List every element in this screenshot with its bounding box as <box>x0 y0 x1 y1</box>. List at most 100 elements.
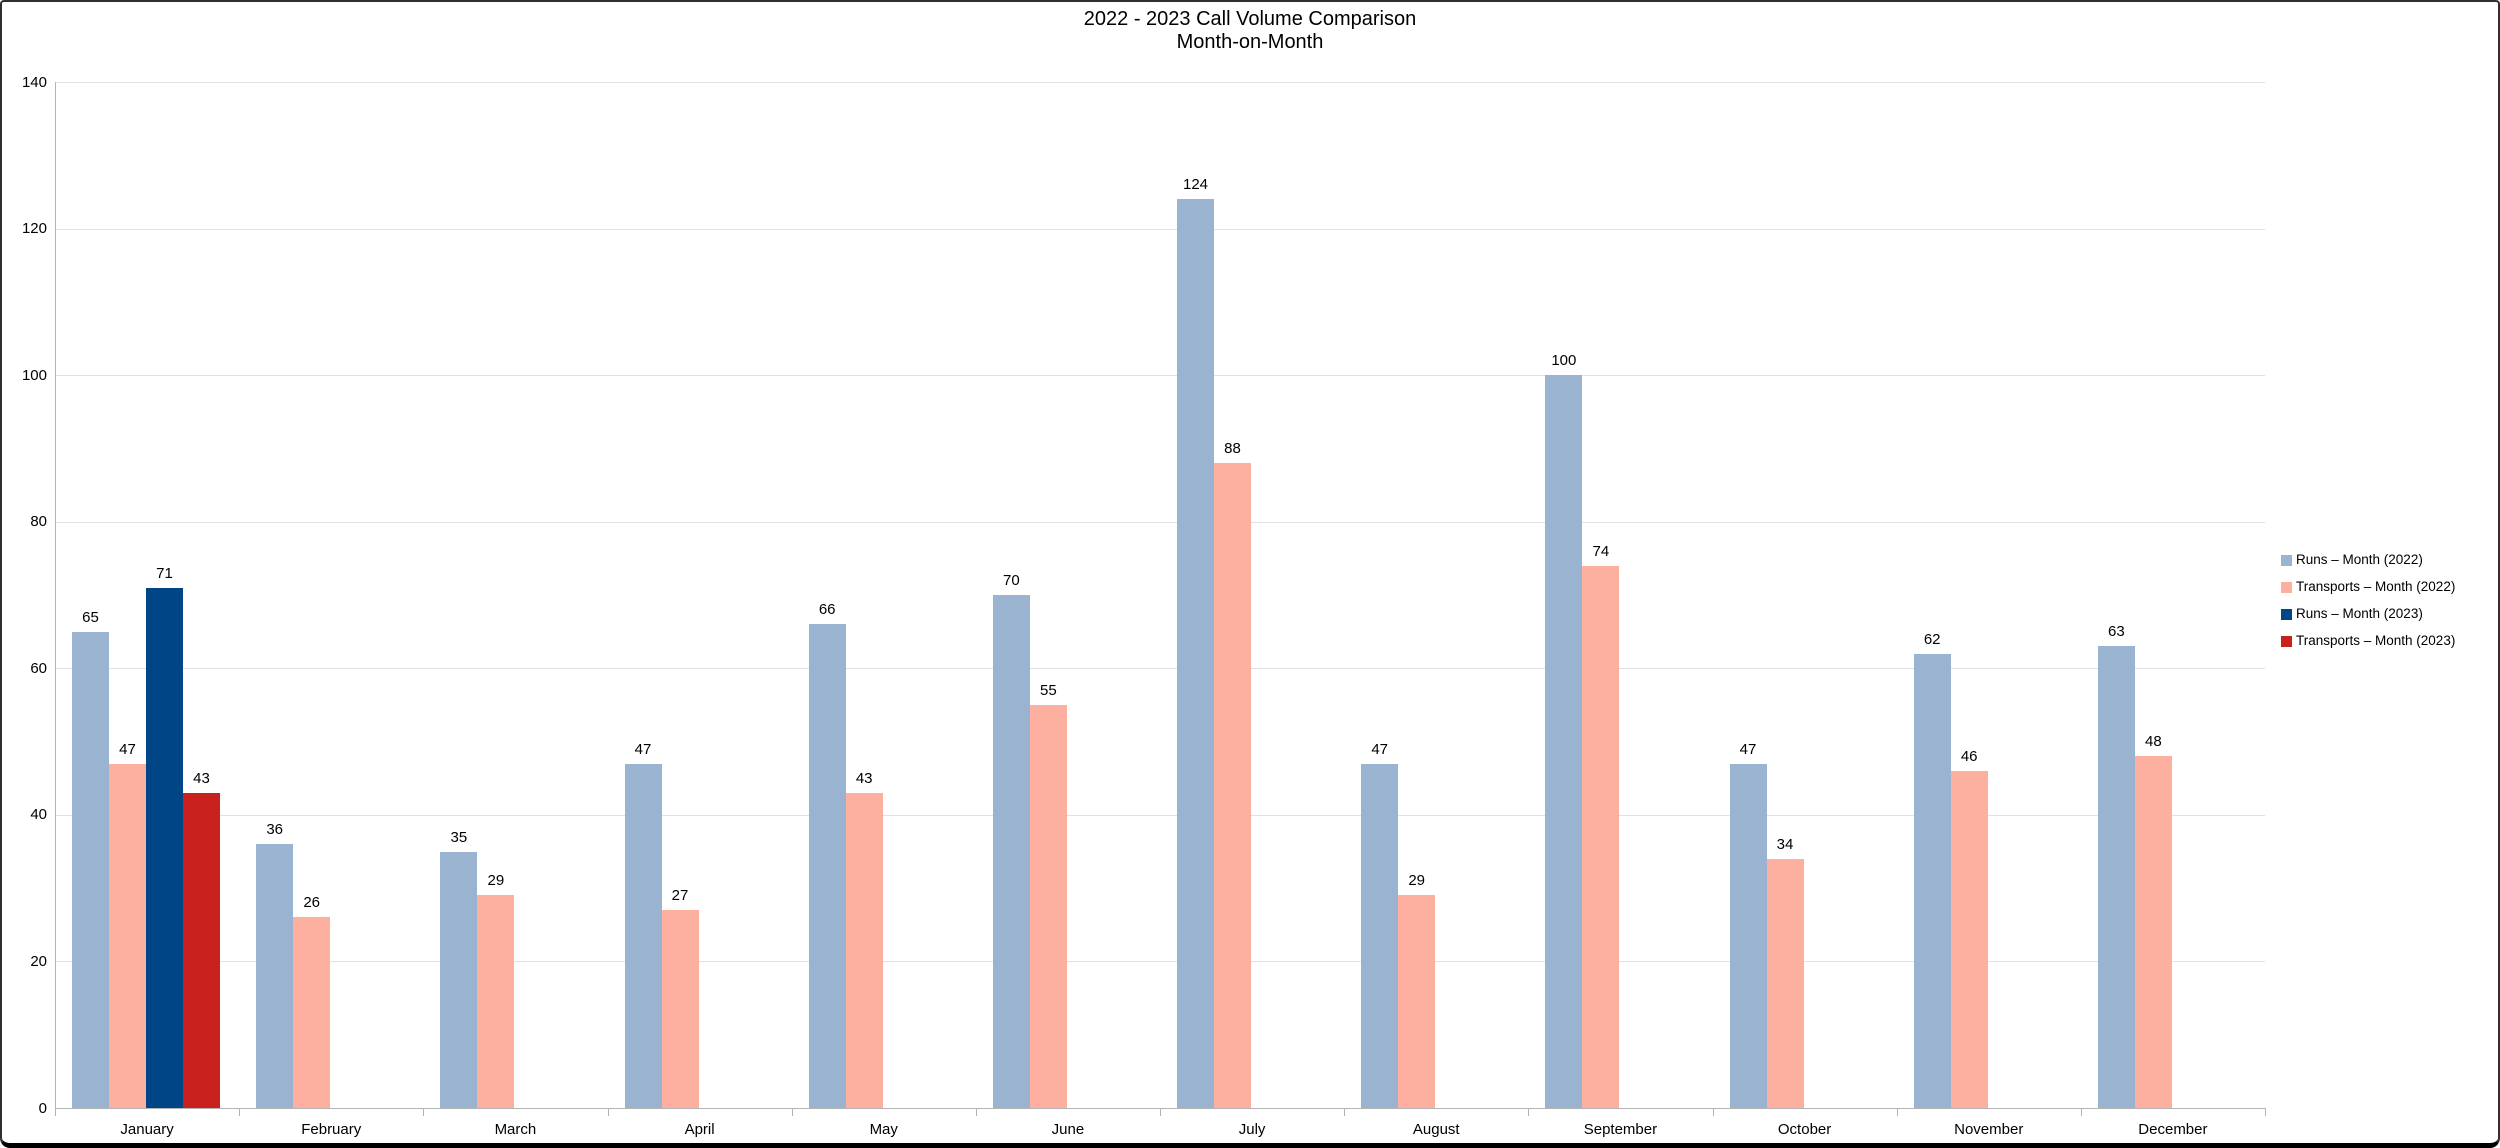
bar-data-label: 70 <box>1002 572 1020 589</box>
bar-runs-month-2022 <box>1729 763 1767 1108</box>
x-axis-category-label: November <box>1954 1121 2024 1138</box>
bar-runs-month-2022 <box>72 631 109 1108</box>
bar-data-label: 27 <box>671 887 689 905</box>
bar-runs-month-2022 <box>992 595 1030 1108</box>
bar-transports-month-2022 <box>661 910 699 1108</box>
bar-transports-month-2022 <box>1582 565 1620 1108</box>
y-gridline <box>55 375 2265 377</box>
x-axis-tick <box>55 1109 56 1116</box>
y-gridline <box>55 82 2265 83</box>
bar-transports-month-2022 <box>1214 463 1251 1108</box>
y-axis-tick-label: 120 <box>21 220 47 238</box>
bar-runs-month-2022 <box>1361 763 1399 1108</box>
bar-transports-month-2022 <box>2134 756 2172 1108</box>
x-axis-tick <box>1896 1109 1898 1116</box>
bar-data-label: 55 <box>1039 681 1057 699</box>
bar-transports-month-2023 <box>183 792 220 1108</box>
x-axis-tick <box>239 1109 241 1116</box>
legend-entry: Transports – Month (2023) <box>2281 634 2455 648</box>
bar-data-label: 47 <box>119 740 136 758</box>
x-axis-category-label: October <box>1777 1121 1832 1138</box>
bar-runs-month-2022 <box>256 844 294 1108</box>
bar-data-label: 65 <box>82 608 99 626</box>
chart-title-line2: Month-on-Month <box>1176 31 1324 53</box>
chart-title: 2022 - 2023 Call Volume Comparison Month… <box>2 8 2498 54</box>
legend-label: Transports – Month (2023) <box>2296 633 2456 648</box>
bar-data-label: 29 <box>487 872 505 890</box>
legend-color-chip <box>2281 554 2292 566</box>
bar-transports-month-2022 <box>1029 704 1067 1108</box>
legend-color-chip <box>2281 581 2292 593</box>
bar-runs-month-2022 <box>624 763 662 1108</box>
bar-data-label: 124 <box>1182 176 1209 194</box>
bar-data-label: 88 <box>1224 440 1241 458</box>
y-axis-tick-label: 20 <box>30 952 47 970</box>
bar-runs-month-2022 <box>1913 653 1951 1108</box>
bar-runs-month-2022 <box>1177 199 1214 1108</box>
x-axis-category-label: August <box>1412 1121 1460 1138</box>
chart-legend: Runs – Month (2022) Transports – Month (2… <box>2281 553 2455 661</box>
x-axis-category-label: February <box>301 1121 362 1138</box>
y-gridline <box>55 961 2265 963</box>
x-axis-tick <box>1344 1109 1346 1116</box>
bar-data-label: 100 <box>1551 352 1577 370</box>
y-axis-tick-label: 40 <box>30 806 47 824</box>
bar-data-label: 34 <box>1776 835 1794 853</box>
bar-transports-month-2022 <box>1766 858 1804 1108</box>
bar-data-label: 66 <box>818 601 836 619</box>
x-axis-tick <box>1160 1109 1161 1116</box>
bar-runs-month-2022 <box>2097 646 2135 1108</box>
bar-data-label: 46 <box>1960 747 1978 765</box>
bar-transports-month-2022 <box>477 895 515 1108</box>
bar-transports-month-2022 <box>109 763 146 1108</box>
x-axis-line <box>55 1108 2266 1109</box>
bar-runs-month-2023 <box>146 587 183 1108</box>
bar-data-label: 43 <box>193 769 210 787</box>
y-axis-tick-label: 80 <box>30 513 47 531</box>
x-axis-category-label: May <box>869 1121 898 1138</box>
x-axis-category-label: July <box>1238 1121 1266 1138</box>
x-axis-tick <box>423 1109 425 1116</box>
y-gridline <box>55 814 2265 816</box>
bar-data-label: 35 <box>450 828 468 846</box>
x-axis-tick <box>975 1109 977 1116</box>
legend-label: Runs – Month (2023) <box>2296 606 2423 621</box>
y-axis-tick-label: 140 <box>21 73 47 91</box>
y-axis-tick-label: 60 <box>30 659 47 677</box>
x-axis-tick <box>2080 1109 2082 1116</box>
bar-data-label: 36 <box>266 821 283 839</box>
legend-label: Transports – Month (2022) <box>2296 579 2456 594</box>
chart-title-line1: 2022 - 2023 Call Volume Comparison <box>1083 8 1417 30</box>
legend-color-chip <box>2281 635 2292 647</box>
legend-label: Runs – Month (2022) <box>2296 552 2423 567</box>
x-axis-category-label: June <box>1051 1121 1085 1138</box>
y-gridline <box>55 521 2265 523</box>
bar-runs-month-2022 <box>1545 375 1583 1108</box>
bar-data-label: 48 <box>2144 733 2162 751</box>
bar-data-label: 29 <box>1408 872 1425 890</box>
x-axis-tick <box>1712 1109 1714 1116</box>
bar-data-label: 26 <box>303 894 320 912</box>
x-axis-category-label: December <box>2138 1121 2208 1138</box>
legend-entry: Runs – Month (2022) <box>2281 553 2455 567</box>
bar-transports-month-2022 <box>293 917 331 1108</box>
bar-data-label: 47 <box>1371 740 1388 758</box>
bar-transports-month-2022 <box>845 792 883 1108</box>
x-axis-tick <box>2265 1109 2266 1116</box>
bar-data-label: 71 <box>156 564 173 582</box>
x-axis-tick <box>607 1109 609 1116</box>
x-axis-category-label: January <box>120 1121 174 1138</box>
bar-runs-month-2022 <box>808 624 846 1108</box>
x-axis-tick <box>791 1109 793 1116</box>
y-axis-tick-label: 100 <box>21 366 47 384</box>
legend-color-chip <box>2281 608 2292 620</box>
x-axis-category-label: April <box>684 1121 715 1138</box>
legend-entry: Runs – Month (2023) <box>2281 607 2455 621</box>
bar-data-label: 62 <box>1923 630 1941 648</box>
x-axis-category-label: March <box>494 1121 537 1138</box>
x-axis-category-label: September <box>1583 1121 1658 1138</box>
bar-data-label: 47 <box>1739 740 1757 758</box>
bar-runs-month-2022 <box>440 851 478 1108</box>
bar-data-label: 63 <box>2107 623 2125 641</box>
